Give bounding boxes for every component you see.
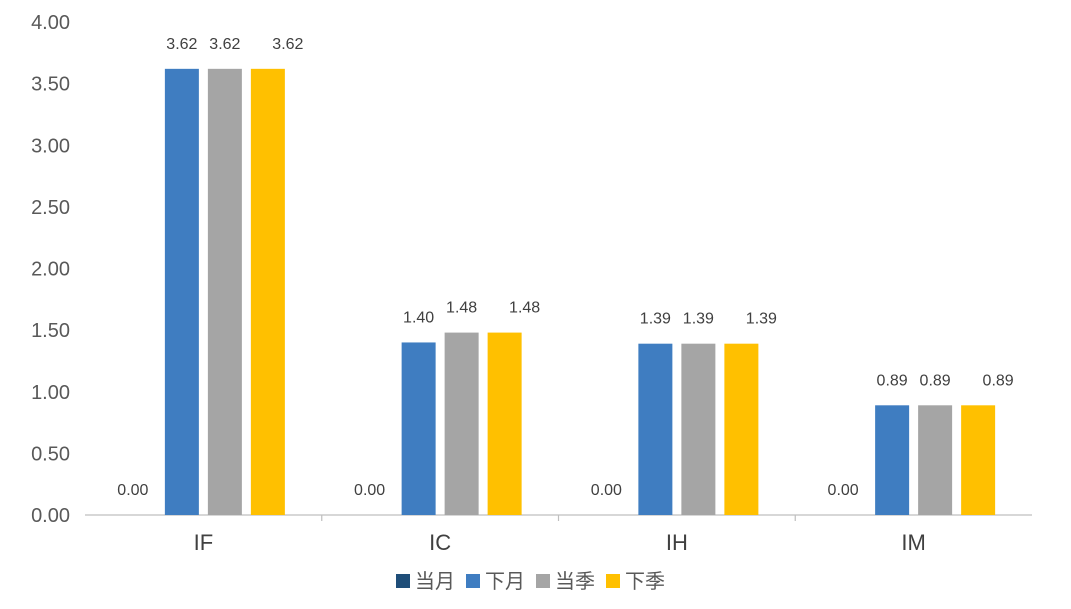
- bar: [164, 68, 199, 516]
- data-label: 1.48: [509, 300, 540, 317]
- bar: [207, 68, 242, 516]
- y-tick-label: 2.50: [31, 197, 70, 219]
- y-tick-label: 3.50: [31, 74, 70, 96]
- legend-swatch: [536, 574, 550, 588]
- data-label: 0.00: [354, 482, 385, 499]
- data-label: 0.00: [591, 482, 622, 499]
- y-tick-label: 0.50: [31, 443, 70, 465]
- bar: [250, 68, 285, 516]
- y-tick-label: 4.00: [31, 12, 70, 34]
- x-tick-label: IF: [194, 530, 214, 555]
- x-tick-label: IM: [901, 530, 925, 555]
- data-labels: 0.00 3.62 3.62 3.62 0.00 1.40 1.48 1.48 0.00 1.39…: [117, 36, 1013, 499]
- data-label: 3.62: [272, 36, 303, 53]
- legend-label: 当季: [555, 569, 595, 593]
- bar: [444, 332, 479, 515]
- data-label: 1.39: [683, 311, 714, 328]
- data-label: 1.39: [746, 311, 777, 328]
- data-label: 1.39: [640, 311, 671, 328]
- data-label: 0.00: [828, 482, 859, 499]
- y-tick-label: 3.00: [31, 135, 70, 157]
- legend-swatch: [396, 574, 410, 588]
- x-tick-label: IC: [429, 530, 451, 555]
- bar: [875, 405, 910, 515]
- legend-label: 当月: [415, 569, 455, 593]
- bars: [164, 68, 996, 516]
- data-label: 0.89: [920, 372, 951, 389]
- y-tick-label: 2.00: [31, 259, 70, 281]
- bar: [487, 332, 522, 515]
- x-axis: IF IC IH IM: [85, 514, 1032, 555]
- legend-swatch: [606, 574, 620, 588]
- bar: [918, 405, 953, 515]
- y-tick-label: 0.00: [31, 505, 70, 527]
- legend-label: 下季: [625, 569, 665, 593]
- data-label: 3.62: [209, 36, 240, 53]
- bar: [681, 343, 716, 515]
- bar: [401, 342, 436, 515]
- data-label: 1.48: [446, 300, 477, 317]
- y-axis: 0.00 0.50 1.00 1.50 2.00 2.50 3.00 3.50 4.00: [31, 12, 70, 527]
- bar: [961, 405, 996, 515]
- bar: [638, 343, 673, 515]
- data-label: 1.40: [403, 309, 434, 326]
- data-label: 3.62: [166, 36, 197, 53]
- bar: [724, 343, 759, 515]
- data-label: 0.00: [117, 482, 148, 499]
- legend-swatch: [466, 574, 480, 588]
- legend-label: 下月: [485, 569, 525, 593]
- legend: 当月 下月 当季 下季: [396, 569, 665, 593]
- data-label: 0.89: [983, 372, 1014, 389]
- data-label: 0.89: [877, 372, 908, 389]
- x-tick-label: IH: [666, 530, 688, 555]
- y-tick-label: 1.50: [31, 320, 70, 342]
- y-tick-label: 1.00: [31, 382, 70, 404]
